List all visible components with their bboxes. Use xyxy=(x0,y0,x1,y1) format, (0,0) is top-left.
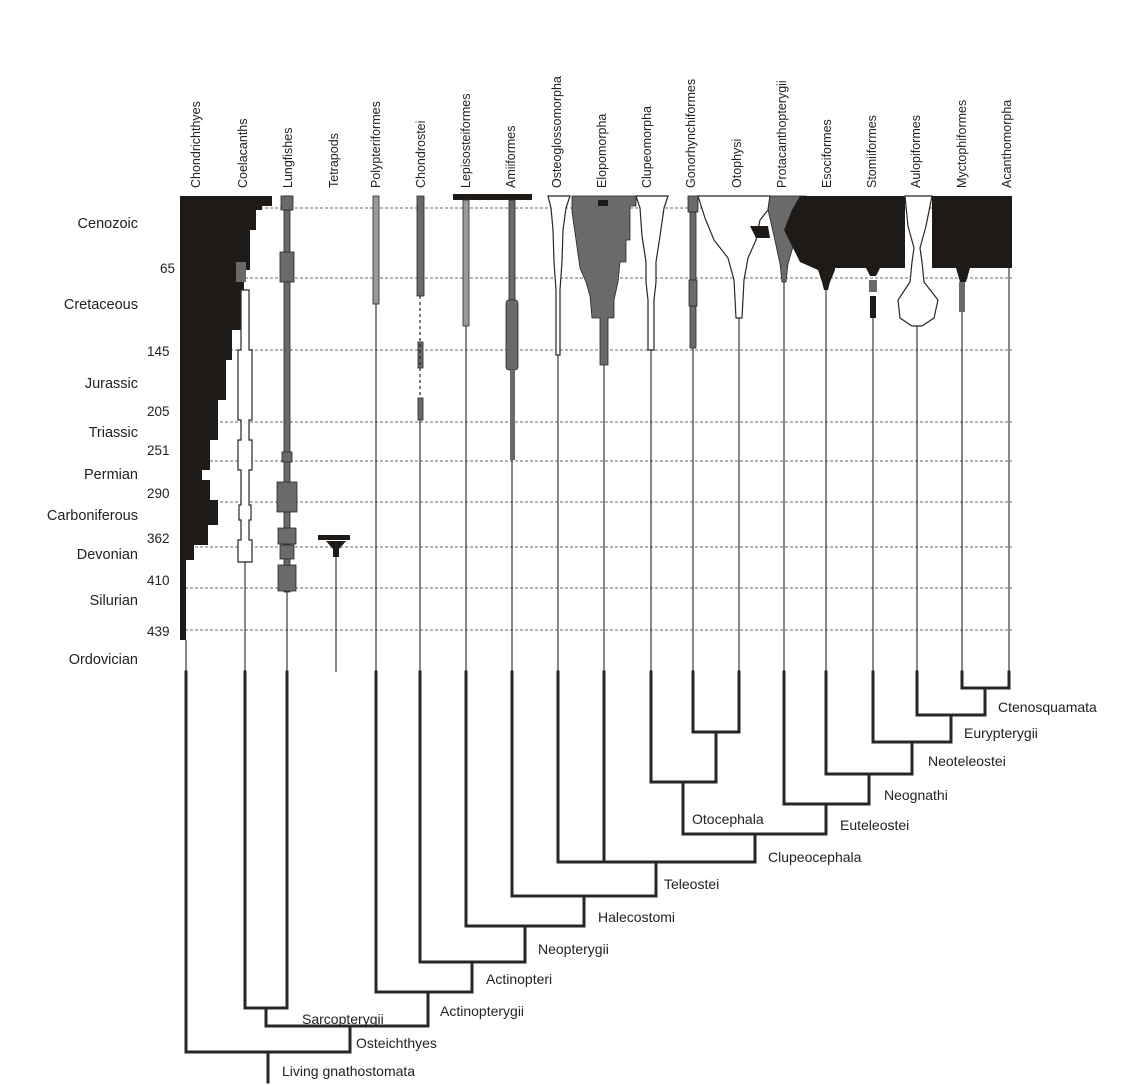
range-stomiiformes xyxy=(835,196,905,318)
range-coelacanths xyxy=(237,289,253,563)
era-label-cretaceous: Cretaceous xyxy=(64,297,138,313)
taxon-label-acanthomorpha: Acanthomorpha xyxy=(1000,100,1014,188)
taxon-label-stomiiformes: Stomiiformes xyxy=(865,115,879,188)
taxon-label-myctophiformes: Myctophiformes xyxy=(955,100,969,188)
age-label-410: 410 xyxy=(147,573,170,588)
age-label-362: 362 xyxy=(147,531,170,546)
era-label-cenozoic: Cenozoic xyxy=(78,216,138,232)
age-label-251: 251 xyxy=(147,443,170,458)
age-label-145: 145 xyxy=(147,344,170,359)
range-esociformes xyxy=(784,196,835,290)
taxon-label-coelacanths: Coelacanths xyxy=(236,119,250,189)
node-label-osteichthyes: Osteichthyes xyxy=(356,1035,437,1051)
taxon-label-lungfishes: Lungfishes xyxy=(281,128,295,188)
taxon-label-protacanthopterygii: Protacanthopterygii xyxy=(775,80,789,188)
stems xyxy=(185,268,1010,672)
range-aulopiformes xyxy=(897,195,939,327)
taxon-label-chondrichthyes: Chondrichthyes xyxy=(189,101,203,188)
taxon-label-lepisosteiformes: Lepisosteiformes xyxy=(459,94,473,189)
node-label-actinopteri: Actinopteri xyxy=(486,971,552,987)
taxon-label-otophysi: Otophysi xyxy=(730,139,744,188)
range-osteoglossomorpha xyxy=(547,195,571,356)
era-label-silurian: Silurian xyxy=(90,593,138,609)
era-label-jurassic: Jurassic xyxy=(85,376,138,392)
range-lungfishes xyxy=(276,195,298,593)
node-label-halecostomi: Halecostomi xyxy=(598,909,675,925)
taxon-label-osteoglossomorpha: Osteoglossomorpha xyxy=(550,76,564,188)
taxon-label-tetrapods: Tetrapods xyxy=(327,133,341,188)
range-elopomorpha xyxy=(571,195,637,366)
node-label-actinopterygii: Actinopterygii xyxy=(440,1003,524,1019)
cladogram xyxy=(184,670,1011,1084)
node-label-eurypterygii: Eurypterygii xyxy=(964,725,1038,741)
range-gonorhynchiformes xyxy=(687,195,699,349)
node-label-sarcopterygii: Sarcopterygii xyxy=(302,1011,384,1027)
age-label-205: 205 xyxy=(147,404,170,419)
node-label-clupeocephala: Clupeocephala xyxy=(768,849,862,865)
range-chondrichthyes xyxy=(180,196,272,640)
age-label-65: 65 xyxy=(160,261,175,276)
age-labels: 65 145 205 251 290 362 410 439 xyxy=(147,261,175,639)
taxon-label-clupeomorpha: Clupeomorpha xyxy=(640,106,654,188)
range-polypteriformes xyxy=(372,195,380,305)
node-label-neoteleostei: Neoteleostei xyxy=(928,753,1006,769)
node-labels: Ctenosquamata Eurypterygii Neoteleostei … xyxy=(282,699,1097,1079)
range-amiiformes xyxy=(470,194,532,460)
node-label-neopterygii: Neopterygii xyxy=(538,941,609,957)
era-label-ordovician: Ordovician xyxy=(69,652,138,668)
range-clupeomorpha xyxy=(635,195,669,351)
range-otophysi xyxy=(697,195,771,319)
age-label-290: 290 xyxy=(147,486,170,501)
node-label-living-gnathostomata: Living gnathostomata xyxy=(282,1063,415,1079)
range-lepisosteiformes xyxy=(453,194,471,327)
node-label-teleostei: Teleostei xyxy=(664,876,719,892)
node-label-neognathi: Neognathi xyxy=(884,787,948,803)
taxon-label-polypteriformes: Polypteriformes xyxy=(369,101,383,188)
era-label-permian: Permian xyxy=(84,467,138,483)
ranges xyxy=(180,194,1012,640)
era-label-devonian: Devonian xyxy=(77,547,138,563)
node-label-ctenosquamata: Ctenosquamata xyxy=(998,699,1097,715)
node-label-euteleostei: Euteleostei xyxy=(840,817,909,833)
taxon-labels: Chondrichthyes Coelacanths Lungfishes Te… xyxy=(189,76,1014,188)
taxon-label-chondrostei: Chondrostei xyxy=(414,121,428,188)
age-label-439: 439 xyxy=(147,624,170,639)
range-acanthomorpha xyxy=(932,196,1012,312)
era-labels: Cenozoic Cretaceous Jurassic Triassic Pe… xyxy=(47,216,138,668)
era-label-triassic: Triassic xyxy=(89,425,138,441)
range-tetrapods xyxy=(318,535,350,557)
taxon-label-esociformes: Esociformes xyxy=(820,119,834,188)
taxon-label-elopomorpha: Elopomorpha xyxy=(595,114,609,188)
node-label-otocephala: Otocephala xyxy=(692,811,764,827)
taxon-label-aulopiformes: Aulopiformes xyxy=(909,115,923,188)
era-label-carboniferous: Carboniferous xyxy=(47,508,138,524)
taxon-label-amiiformes: Amiiformes xyxy=(504,125,518,188)
taxon-label-gonorhynchiformes: Gonorhynchiformes xyxy=(684,79,698,188)
